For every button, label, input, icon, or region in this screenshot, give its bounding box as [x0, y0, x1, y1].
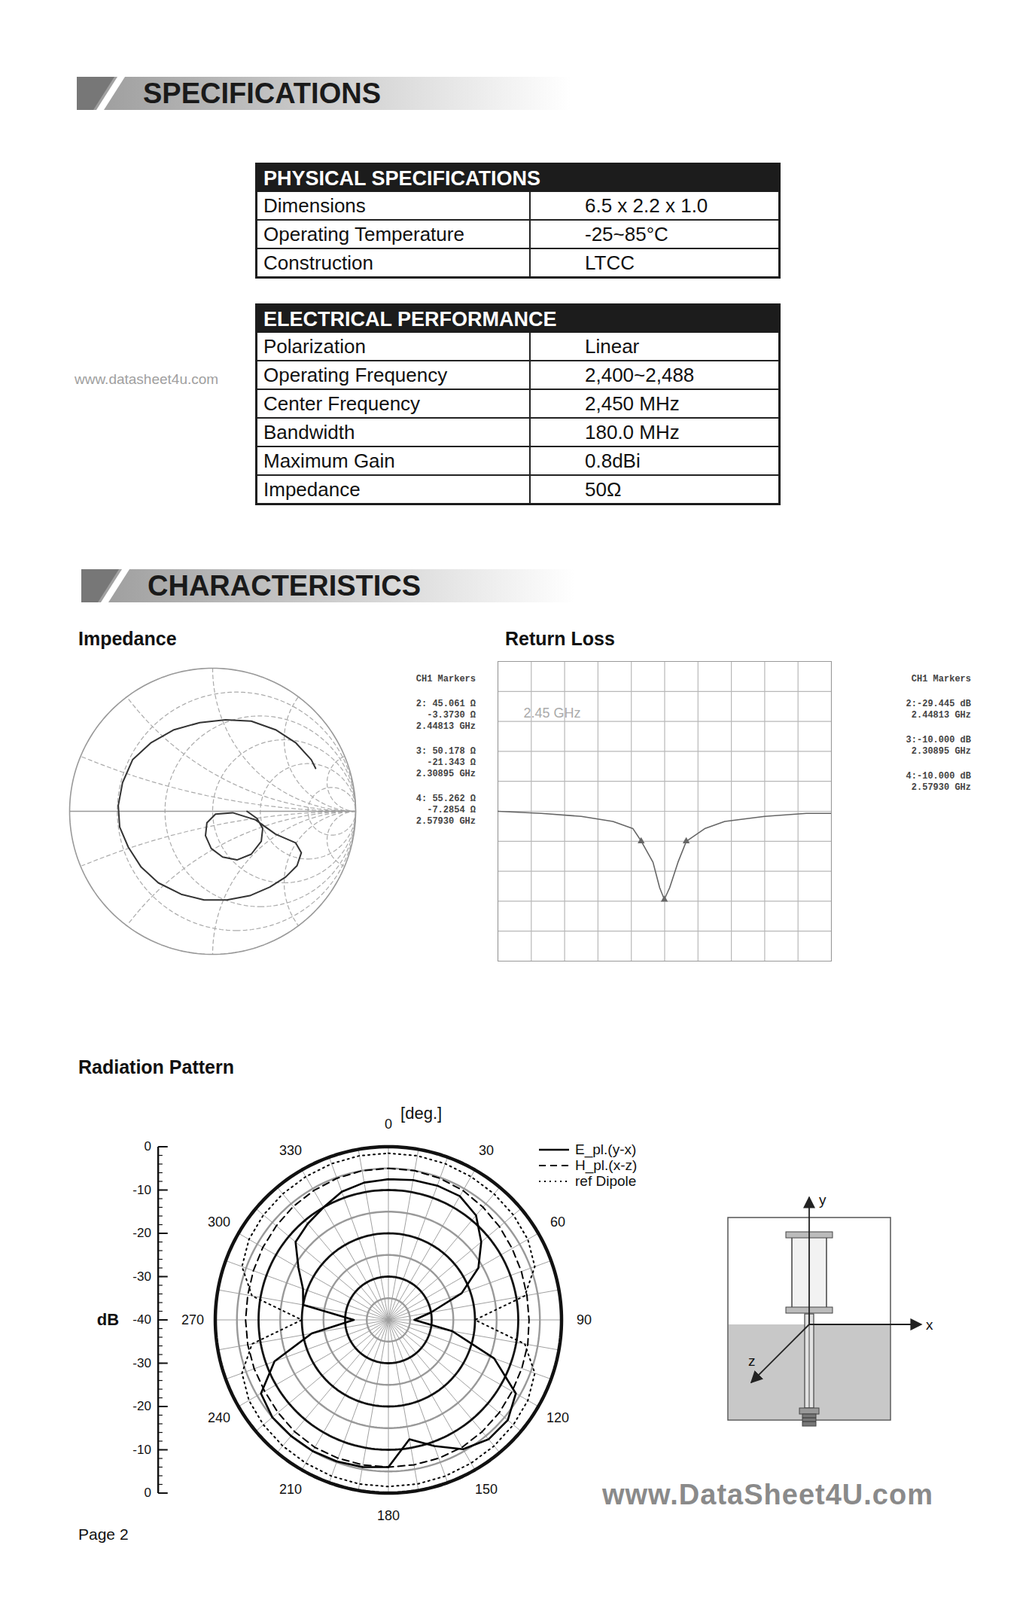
- svg-text:120: 120: [546, 1409, 570, 1425]
- html-text:CH1 Markers: CH1 Markers: [416, 673, 476, 685]
- html-text:H_pl.(x-z): H_pl.(x-z): [575, 1156, 638, 1173]
- svg-text:0: 0: [143, 1138, 151, 1154]
- svg-text:-40: -40: [132, 1312, 152, 1327]
- svg-text:y: y: [818, 1191, 827, 1208]
- html-text:4:-10.000 dB: 4:-10.000 dB: [905, 770, 972, 782]
- svg-text:-10: -10: [132, 1181, 152, 1197]
- html-text:2.30895 GHz: 2.30895 GHz: [416, 768, 476, 780]
- html-text:2:-29.445 dB: 2:-29.445 dB: [905, 698, 972, 710]
- html-text:4: 55.262 Ω: 4: 55.262 Ω: [416, 793, 476, 804]
- svg-text:300: 300: [207, 1213, 230, 1229]
- html-text:Construction: Construction: [263, 251, 374, 274]
- html-text:E_pl.(y-x): E_pl.(y-x): [575, 1140, 637, 1157]
- svg-text:-30: -30: [132, 1354, 152, 1370]
- html-text:2.57930 GHz: 2.57930 GHz: [911, 782, 972, 793]
- svg-text:2.45 GHz: 2.45 GHz: [523, 705, 582, 721]
- html-text:50Ω: 50Ω: [584, 477, 622, 501]
- html-text:6.5 x 2.2 x 1.0: 6.5 x 2.2 x 1.0: [584, 193, 708, 217]
- html-text:2.44813 GHz: 2.44813 GHz: [416, 721, 476, 732]
- html-text:-25~85°C: -25~85°C: [584, 222, 669, 246]
- svg-text:-30: -30: [132, 1268, 152, 1283]
- svg-text:30: 30: [477, 1141, 494, 1157]
- html-text:Impedance: Impedance: [263, 477, 361, 501]
- svg-text:-20: -20: [132, 1225, 152, 1240]
- html-text:0.8dBi: 0.8dBi: [584, 449, 641, 472]
- html-text:CH1 Markers: CH1 Markers: [911, 673, 972, 685]
- html-text:2,450 MHz: 2,450 MHz: [584, 391, 680, 415]
- svg-text:[deg.]: [deg.]: [400, 1103, 442, 1123]
- svg-text:dB: dB: [96, 1309, 119, 1329]
- svg-text:270: 270: [181, 1311, 204, 1327]
- svg-text:90: 90: [575, 1311, 591, 1327]
- html-text:Center Frequency: Center Frequency: [263, 391, 421, 415]
- html-text:3:-10.000 dB: 3:-10.000 dB: [905, 734, 972, 746]
- html-text:Operating Frequency: Operating Frequency: [263, 363, 448, 386]
- svg-text:CHARACTERISTICS: CHARACTERISTICS: [147, 569, 421, 602]
- svg-text:330: 330: [279, 1141, 302, 1157]
- html-text:Dimensions: Dimensions: [263, 193, 366, 217]
- svg-text:-20: -20: [132, 1398, 152, 1413]
- svg-text:x: x: [925, 1316, 934, 1333]
- svg-text:-10: -10: [132, 1441, 152, 1456]
- html-text:2.57930 GHz: 2.57930 GHz: [416, 815, 476, 827]
- html-text:Polarization: Polarization: [263, 334, 366, 358]
- html-text:PHYSICAL SPECIFICATIONS: PHYSICAL SPECIFICATIONS: [263, 166, 541, 190]
- html-text:-3.3730 Ω: -3.3730 Ω: [426, 709, 476, 721]
- html-text:Page 2: Page 2: [78, 1525, 129, 1543]
- html-text:ELECTRICAL PERFORMANCE: ELECTRICAL PERFORMANCE: [263, 307, 557, 331]
- svg-text:60: 60: [550, 1213, 566, 1229]
- svg-text:z: z: [748, 1352, 756, 1369]
- html-text:3: 50.178 Ω: 3: 50.178 Ω: [416, 745, 476, 757]
- html-text:Operating Temperature: Operating Temperature: [263, 222, 465, 246]
- html-text:180.0 MHz: 180.0 MHz: [584, 420, 680, 443]
- html-text:Bandwidth: Bandwidth: [263, 420, 355, 443]
- html-text:Impedance: Impedance: [78, 627, 177, 649]
- html-text:2: 45.061 Ω: 2: 45.061 Ω: [416, 698, 476, 710]
- html-text:Radiation Pattern: Radiation Pattern: [78, 1056, 235, 1078]
- html-text:Maximum Gain: Maximum Gain: [263, 449, 396, 472]
- html-text:2,400~2,488: 2,400~2,488: [584, 363, 695, 386]
- html-text:www.DataSheet4U.com: www.DataSheet4U.com: [602, 1478, 934, 1510]
- svg-text:210: 210: [279, 1480, 302, 1496]
- html-text:www.datasheet4u.com: www.datasheet4u.com: [74, 371, 219, 387]
- html-text:-21.343 Ω: -21.343 Ω: [426, 757, 476, 768]
- svg-text:150: 150: [474, 1480, 497, 1496]
- html-text:Linear: Linear: [584, 334, 640, 358]
- html-text:2.44813 GHz: 2.44813 GHz: [911, 709, 972, 721]
- html-text:2.30895 GHz: 2.30895 GHz: [911, 745, 972, 757]
- svg-text:SPECIFICATIONS: SPECIFICATIONS: [143, 77, 381, 110]
- svg-text:0: 0: [143, 1485, 151, 1500]
- svg-text:240: 240: [207, 1409, 230, 1425]
- html-text:LTCC: LTCC: [584, 251, 635, 274]
- html-text:-7.2854 Ω: -7.2854 Ω: [426, 804, 476, 816]
- html-text:ref Dipole: ref Dipole: [575, 1172, 637, 1189]
- svg-text:180: 180: [376, 1506, 399, 1523]
- svg-text:0: 0: [383, 1115, 392, 1131]
- html-text:Return Loss: Return Loss: [505, 627, 615, 649]
